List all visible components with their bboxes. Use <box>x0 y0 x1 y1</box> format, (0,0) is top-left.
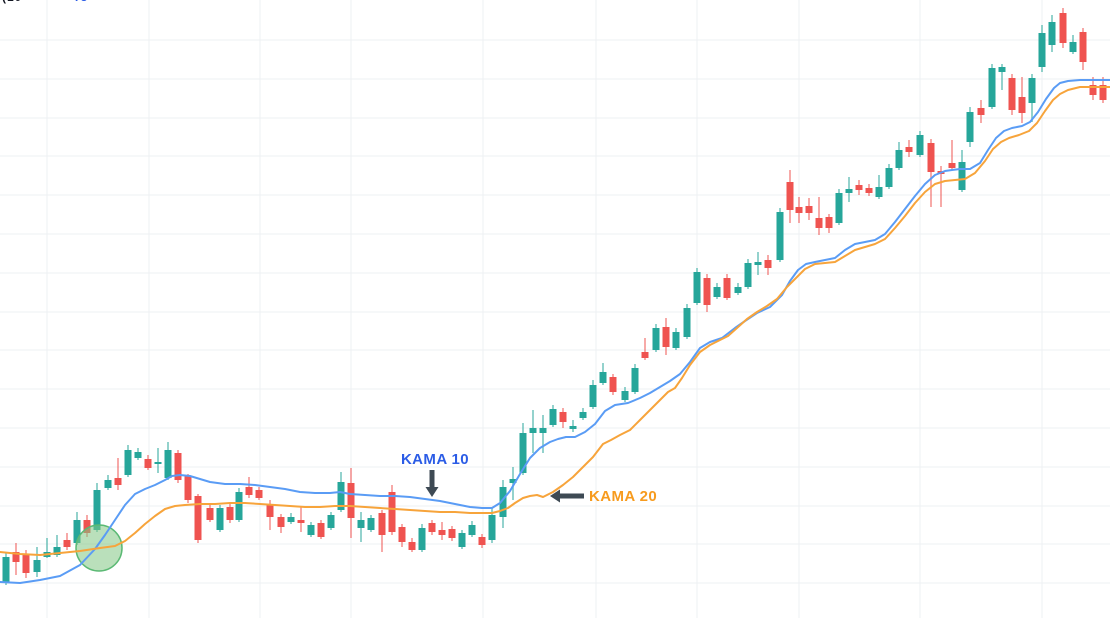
indicator-legend-clipped[interactable]: (10 75 <box>0 0 300 7</box>
kama10-pointer-arrow-icon <box>425 470 439 497</box>
kama20-annotation-label: KAMA 20 <box>589 488 658 505</box>
kama20-line <box>0 86 1110 556</box>
legend-value-text: 75 <box>74 0 87 4</box>
kama10-line <box>0 79 1110 584</box>
kama20-pointer-arrow-icon <box>550 489 584 503</box>
kama10-annotation-label: KAMA 10 <box>400 451 470 468</box>
legend-params-text: (10 <box>2 0 22 4</box>
candles-layer <box>2 8 1107 585</box>
